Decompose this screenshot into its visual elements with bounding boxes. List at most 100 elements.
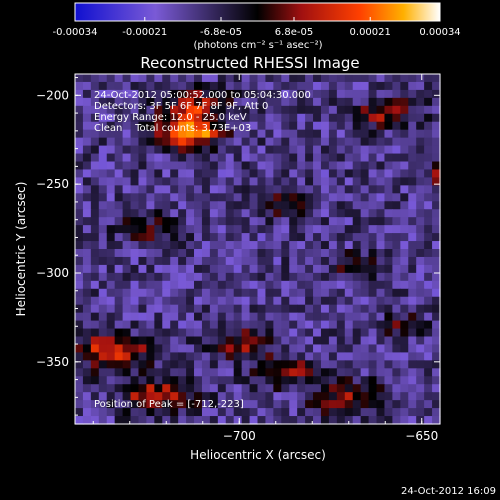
heatmap-pixel bbox=[320, 129, 330, 139]
heatmap-pixel bbox=[328, 400, 338, 409]
heatmap-pixel bbox=[424, 209, 433, 218]
heatmap-pixel bbox=[281, 217, 290, 226]
heatmap-pixel bbox=[320, 312, 330, 322]
heatmap-pixel bbox=[201, 177, 211, 186]
heatmap-pixel bbox=[233, 416, 243, 425]
heatmap-pixel bbox=[289, 392, 298, 401]
heatmap-pixel bbox=[186, 384, 195, 393]
heatmap-pixel bbox=[408, 376, 417, 385]
heatmap-pixel bbox=[376, 193, 386, 202]
heatmap-pixel bbox=[328, 241, 338, 250]
heatmap-pixel bbox=[416, 137, 425, 147]
heatmap-pixel bbox=[336, 153, 346, 163]
heatmap-pixel bbox=[225, 360, 235, 369]
heatmap-pixel bbox=[344, 97, 354, 107]
heatmap-pixel bbox=[146, 209, 155, 218]
heatmap-pixel bbox=[360, 233, 370, 242]
heatmap-pixel bbox=[273, 193, 282, 202]
heatmap-pixel bbox=[400, 233, 409, 242]
heatmap-pixel bbox=[209, 328, 219, 338]
heatmap-pixel bbox=[416, 280, 425, 290]
heatmap-pixel bbox=[217, 233, 227, 242]
heatmap-pixel bbox=[90, 105, 100, 115]
heatmap-pixel bbox=[368, 312, 378, 322]
heatmap-pixel bbox=[122, 145, 132, 155]
heatmap-pixel bbox=[352, 225, 362, 234]
heatmap-pixel bbox=[90, 74, 100, 83]
heatmap-pixel bbox=[424, 296, 433, 306]
heatmap-pixel bbox=[320, 272, 330, 282]
heatmap-pixel bbox=[344, 217, 354, 226]
heatmap-pixel bbox=[400, 336, 409, 346]
heatmap-pixel bbox=[320, 336, 330, 346]
heatmap-pixel bbox=[75, 384, 84, 393]
heatmap-pixel bbox=[360, 145, 370, 155]
heatmap-pixel bbox=[352, 288, 362, 298]
heatmap-pixel bbox=[130, 360, 140, 369]
heatmap-pixel bbox=[233, 312, 243, 322]
heatmap-pixel bbox=[432, 161, 441, 171]
heatmap-pixel bbox=[384, 368, 393, 377]
heatmap-pixel bbox=[392, 304, 401, 314]
heatmap-pixel bbox=[392, 217, 401, 226]
heatmap-pixel bbox=[225, 288, 235, 298]
heatmap-pixel bbox=[297, 217, 306, 226]
heatmap-pixel bbox=[424, 288, 433, 298]
heatmap-pixel bbox=[400, 304, 409, 314]
heatmap-pixel bbox=[122, 352, 132, 361]
heatmap-pixel bbox=[225, 376, 235, 385]
heatmap-pixel bbox=[257, 416, 267, 425]
heatmap-pixel bbox=[162, 121, 171, 131]
heatmap-pixel bbox=[209, 249, 219, 258]
heatmap-pixel bbox=[241, 249, 251, 258]
heatmap-pixel bbox=[201, 376, 211, 385]
heatmap-pixel bbox=[178, 113, 187, 123]
heatmap-pixel bbox=[305, 408, 314, 417]
heatmap-pixel bbox=[328, 328, 338, 338]
heatmap-pixel bbox=[408, 129, 417, 139]
heatmap-pixel bbox=[273, 288, 282, 298]
heatmap-pixel bbox=[424, 161, 433, 171]
heatmap-pixel bbox=[273, 416, 282, 425]
heatmap-pixel bbox=[201, 89, 211, 99]
heatmap-pixel bbox=[424, 225, 433, 234]
heatmap-pixel bbox=[305, 145, 314, 155]
heatmap-pixel bbox=[225, 74, 235, 83]
heatmap-pixel bbox=[305, 105, 314, 115]
heatmap-pixel bbox=[178, 193, 187, 202]
heatmap-pixel bbox=[376, 97, 386, 107]
heatmap-pixel bbox=[217, 209, 227, 218]
heatmap-pixel bbox=[138, 272, 148, 282]
heatmap-pixel bbox=[154, 209, 163, 218]
heatmap-pixel bbox=[170, 312, 179, 322]
heatmap-pixel bbox=[98, 288, 108, 298]
heatmap-pixel bbox=[154, 280, 163, 290]
heatmap-pixel bbox=[336, 201, 346, 210]
heatmap-pixel bbox=[138, 217, 148, 226]
heatmap-pixel bbox=[352, 217, 362, 226]
heatmap-pixel bbox=[273, 352, 282, 361]
heatmap-pixel bbox=[130, 400, 140, 409]
heatmap-pixel bbox=[225, 256, 235, 266]
heatmap-pixel bbox=[432, 233, 441, 242]
heatmap-pixel bbox=[336, 209, 346, 218]
heatmap-pixel bbox=[75, 288, 84, 298]
heatmap-pixel bbox=[75, 201, 84, 210]
heatmap-pixel bbox=[106, 113, 116, 123]
heatmap-pixel bbox=[305, 352, 314, 361]
heatmap-pixel bbox=[170, 288, 179, 298]
heatmap-pixel bbox=[225, 249, 235, 258]
heatmap-pixel bbox=[313, 145, 322, 155]
heatmap-pixel bbox=[400, 105, 409, 115]
heatmap-pixel bbox=[392, 137, 401, 147]
heatmap-pixel bbox=[400, 129, 409, 139]
heatmap-pixel bbox=[368, 74, 378, 83]
heatmap-pixel bbox=[178, 241, 187, 250]
heatmap-pixel bbox=[194, 89, 203, 99]
heatmap-pixel bbox=[138, 161, 148, 171]
heatmap-pixel bbox=[257, 360, 267, 369]
heatmap-pixel bbox=[289, 368, 298, 377]
heatmap-pixel bbox=[122, 288, 132, 298]
heatmap-pixel bbox=[360, 97, 370, 107]
heatmap-pixel bbox=[186, 376, 195, 385]
